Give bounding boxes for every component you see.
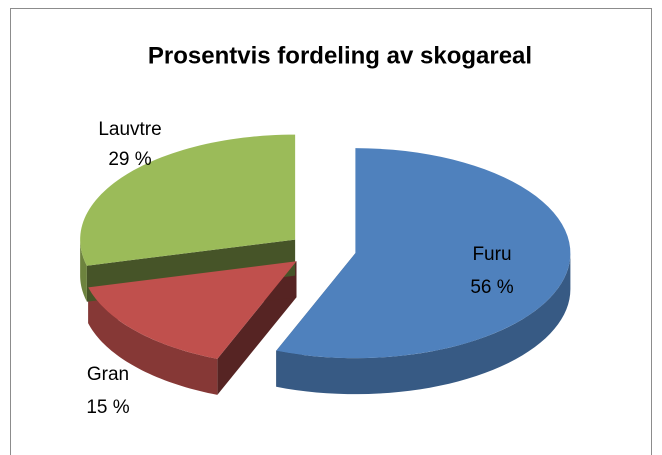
- slice: [80, 134, 296, 266]
- slice: [276, 148, 571, 359]
- slice-label: Lauvtre: [98, 119, 161, 140]
- slice-label: Furu: [472, 244, 511, 265]
- slice-wall: [80, 239, 87, 302]
- slice-wall: [276, 253, 571, 395]
- chart-border: [10, 8, 652, 455]
- slice: [88, 261, 297, 359]
- slice-wall: [88, 287, 218, 395]
- slice-label: Gran: [87, 364, 129, 385]
- chart-title: Prosentvis fordeling av skogareal: [148, 42, 532, 69]
- slice-value-label: 29 %: [108, 149, 151, 170]
- slice-value-label: 56 %: [470, 277, 513, 298]
- slice-value-label: 15 %: [86, 397, 129, 418]
